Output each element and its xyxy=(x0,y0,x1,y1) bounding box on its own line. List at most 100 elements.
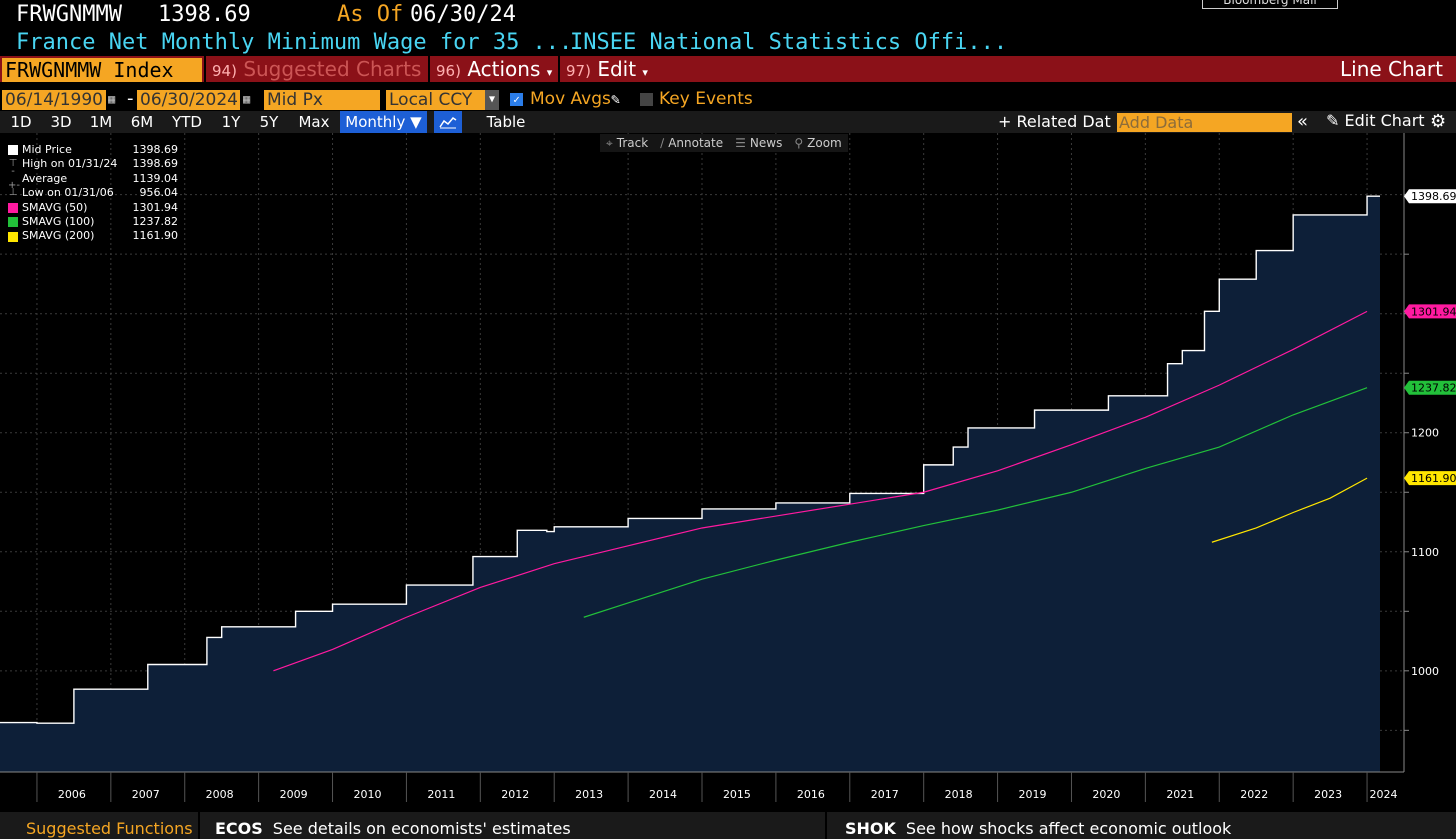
chart-style-icon[interactable] xyxy=(434,111,462,133)
mid-price-tag: 1398.69 xyxy=(1411,190,1456,203)
terminal-tag[interactable]: Bloomberg Mail xyxy=(1202,0,1338,9)
pencil-icon: ✎ xyxy=(1326,111,1340,130)
actions-menu[interactable]: 96) Actions ▾ xyxy=(428,56,558,82)
x-tick-label: 2024 xyxy=(1370,788,1398,801)
collapse-icon[interactable]: « xyxy=(1297,111,1309,132)
date-separator: - xyxy=(127,88,134,109)
x-tick-label: 2017 xyxy=(871,788,899,801)
data-source: INSEE National Statistics Offi... xyxy=(570,30,1008,55)
footer-bar xyxy=(0,812,1456,839)
y-tick-label: 1100 xyxy=(1411,546,1439,559)
news-tool[interactable]: ☰ News xyxy=(729,134,788,152)
price-field-select[interactable]: Mid Px xyxy=(264,90,380,110)
security-field[interactable]: FRWGNMMW Index xyxy=(2,58,202,82)
suggested-charts-menu[interactable]: 94) Suggested Charts ▾ xyxy=(204,56,428,107)
legend-value: 1398.69 xyxy=(132,143,179,156)
x-tick-label: 2018 xyxy=(945,788,973,801)
period-3d-button[interactable]: 3D xyxy=(50,113,72,131)
period-1y-button[interactable]: 1Y xyxy=(221,113,241,131)
frequency-select[interactable]: Monthly ▼ xyxy=(340,111,427,133)
x-tick-label: 2012 xyxy=(501,788,529,801)
period-ytd-button[interactable]: YTD xyxy=(172,113,202,131)
legend-value: 1139.04 xyxy=(132,171,179,185)
period-max-button[interactable]: Max xyxy=(298,113,330,131)
legend-swatch xyxy=(8,231,18,242)
menu-number: 97) xyxy=(566,62,591,80)
x-tick-label: 2020 xyxy=(1092,788,1120,801)
edit-chart-label: Edit Chart xyxy=(1344,111,1425,130)
legend-label: Low on 01/31/06 xyxy=(22,186,114,200)
magnifier-icon: ⚲ xyxy=(794,136,804,150)
period-1d-button[interactable]: 1D xyxy=(10,113,32,131)
smavg-100-tag: 1237.82 xyxy=(1411,382,1456,395)
ecos-function-link[interactable]: ECOS See details on economists' estimates xyxy=(215,812,571,839)
legend-value: 1301.94 xyxy=(132,200,179,214)
legend-label: SMAVG (50) xyxy=(22,200,88,214)
security-description: France Net Monthly Minimum Wage for 35 .… xyxy=(16,30,573,55)
period-6m-button[interactable]: 6M xyxy=(130,113,154,131)
suggested-functions-label: Suggested Functions xyxy=(26,819,193,838)
mid-price-area xyxy=(0,196,1380,772)
shok-function-link[interactable]: SHOK See how shocks affect economic outlo… xyxy=(845,812,1231,839)
calendar-icon[interactable]: ▦ xyxy=(108,92,116,106)
chevron-down-icon[interactable]: ▼ xyxy=(485,90,499,110)
calendar-icon[interactable]: ▦ xyxy=(243,92,251,106)
legend-value: 1161.90 xyxy=(132,229,179,243)
caret-down-icon: ▼ xyxy=(410,113,422,131)
legend-row: SMAVG (50) 1301.94 xyxy=(8,201,178,215)
zoom-tool[interactable]: ⚲ Zoom xyxy=(788,134,847,152)
smavg-50-line xyxy=(273,310,1368,672)
as-of-date: 06/30/24 xyxy=(410,2,516,27)
chart-tools-bar: ⌖ Track ∕ Annotate ☰ News ⚲ Zoom xyxy=(600,134,848,152)
x-tick-label: 2016 xyxy=(797,788,825,801)
line-draw-icon: ∕ xyxy=(660,136,665,150)
start-date-field[interactable]: 06/14/1990 xyxy=(2,90,106,110)
x-tick-label: 2023 xyxy=(1314,788,1342,801)
edit-chart-button[interactable]: ✎ Edit Chart xyxy=(1326,111,1425,130)
annotate-tool[interactable]: ∕ Annotate xyxy=(654,134,729,152)
chart-type-label: Line Chart xyxy=(1340,57,1443,81)
edit-label: Edit xyxy=(597,57,637,81)
related-data-button[interactable]: + Related Dat xyxy=(998,112,1111,131)
end-date-field[interactable]: 06/30/2024 xyxy=(137,90,240,110)
smavg-100-line xyxy=(583,387,1368,618)
zoom-label: Zoom xyxy=(807,136,842,150)
smavg-100-tag-box xyxy=(1404,380,1456,395)
last-price: 1398.69 xyxy=(158,2,251,27)
footer-divider xyxy=(198,812,200,839)
period-1m-button[interactable]: 1M xyxy=(89,113,113,131)
x-tick-label: 2008 xyxy=(206,788,234,801)
legend-label: SMAVG (100) xyxy=(22,214,95,228)
gear-icon[interactable]: ⚙ xyxy=(1430,111,1447,132)
legend-value: 956.04 xyxy=(139,186,179,200)
mov-avgs-checkbox[interactable]: ✓ xyxy=(510,93,523,106)
smavg-50-tag-box xyxy=(1404,304,1456,319)
period-5y-button[interactable]: 5Y xyxy=(259,113,279,131)
mid-price-line xyxy=(0,195,1380,724)
x-tick-label: 2011 xyxy=(427,788,455,801)
chevron-down-icon: ▾ xyxy=(546,66,553,79)
legend-row: Mid Price 1398.69 xyxy=(8,143,178,157)
key-events-label[interactable]: Key Events xyxy=(659,89,753,109)
add-data-input[interactable]: Add Data xyxy=(1117,113,1292,132)
smavg-200-tag-box xyxy=(1404,471,1456,486)
smavg-50-tag: 1301.94 xyxy=(1411,305,1456,318)
currency-select[interactable]: Local CCY xyxy=(386,90,486,110)
mov-avgs-label[interactable]: Mov Avgs xyxy=(530,89,611,109)
track-tool[interactable]: ⌖ Track xyxy=(600,134,654,152)
legend-label: Average xyxy=(22,171,68,185)
pencil-icon[interactable]: ✎ xyxy=(611,90,621,108)
price-chart[interactable]: 1000 1100 1200 2006 2007 2008 2009 2010 2011 2012… xyxy=(0,133,1456,812)
chart-legend: Mid Price 1398.69 ⊤ High on 01/31/24 1398… xyxy=(8,143,178,244)
function-description: See how shocks affect economic outlook xyxy=(905,819,1232,838)
menu-number: 96) xyxy=(436,62,461,80)
x-tick-label: 2006 xyxy=(58,788,86,801)
edit-menu[interactable]: 97) Edit ▾ xyxy=(558,56,654,82)
x-tick-label: 2010 xyxy=(353,788,381,801)
legend-value: 1237.82 xyxy=(132,214,179,228)
low-marker-icon: ⊥ xyxy=(8,187,18,199)
function-code: SHOK xyxy=(845,819,896,838)
table-button[interactable]: Table xyxy=(486,113,526,131)
key-events-checkbox[interactable] xyxy=(640,93,653,106)
suggested-charts-label: Suggested Charts xyxy=(243,57,422,81)
